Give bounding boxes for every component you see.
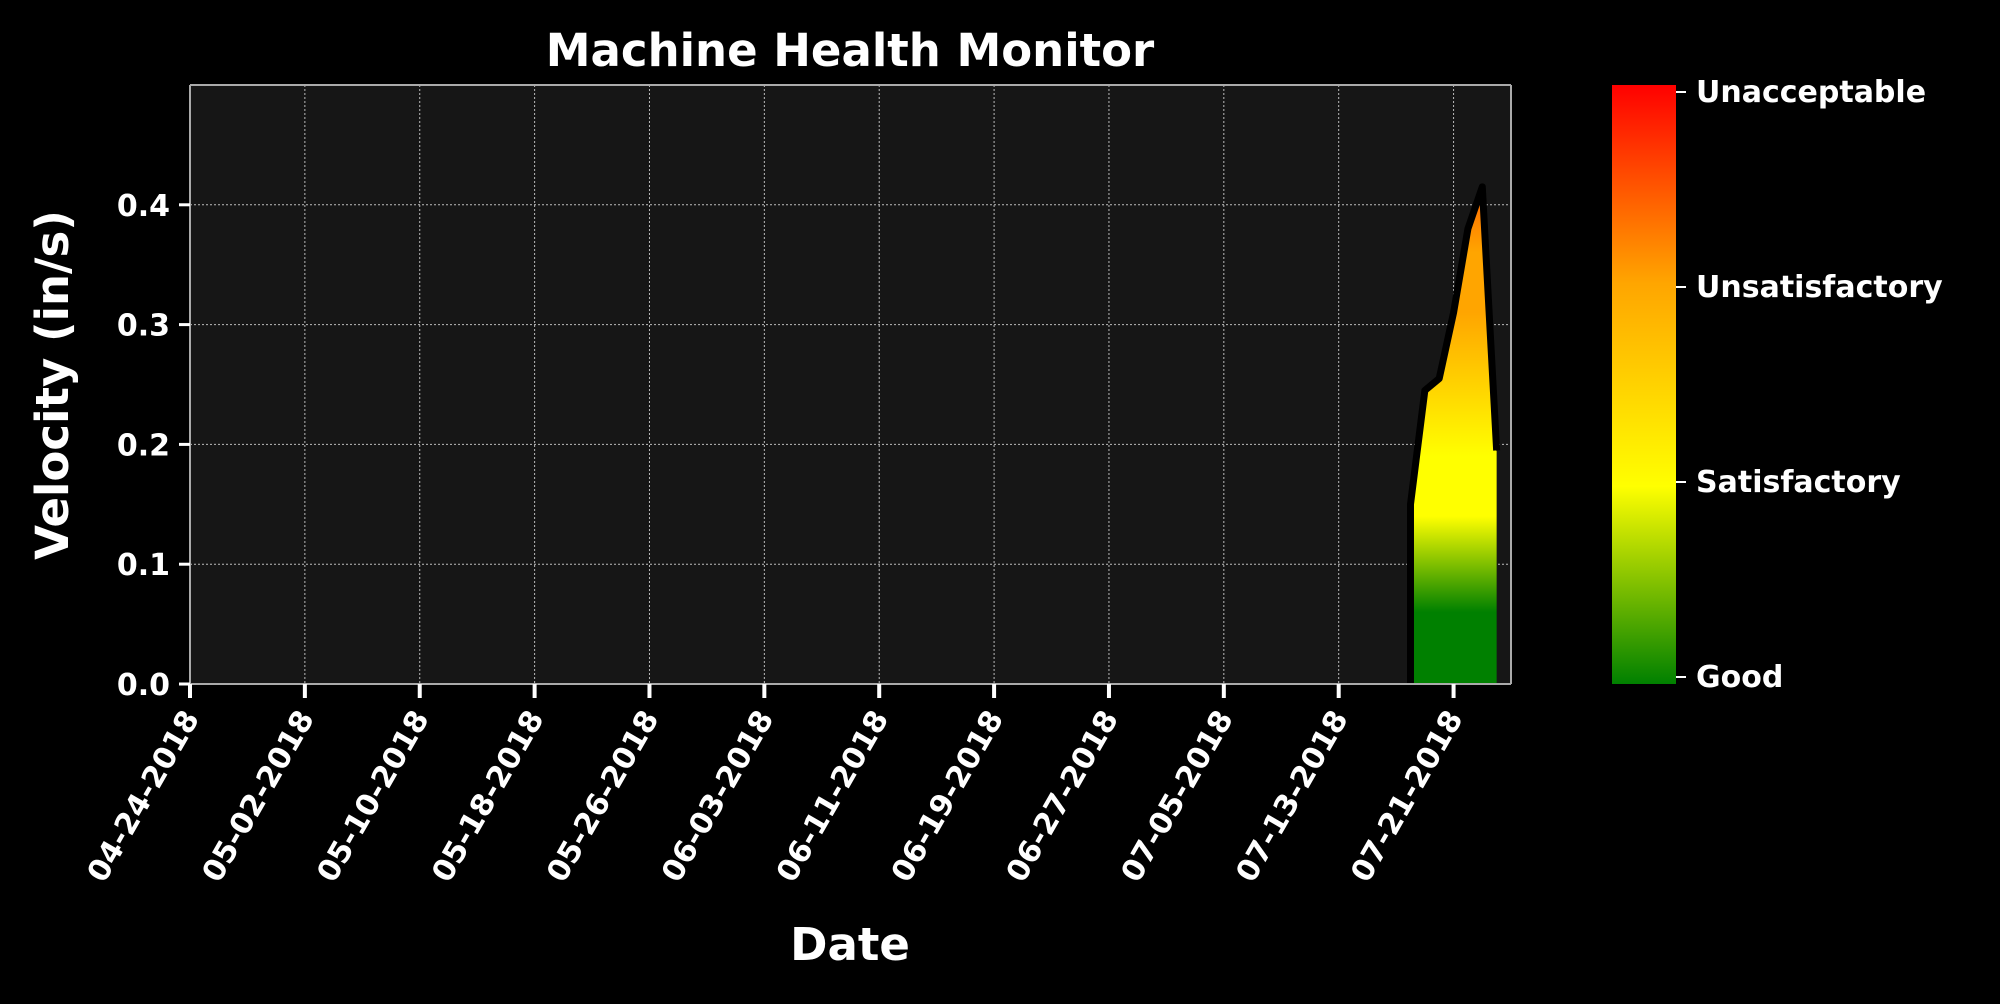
x-tick-label: 04-24-2018 <box>81 705 207 889</box>
x-tick-label: 05-10-2018 <box>310 705 436 889</box>
x-tick-label: 07-21-2018 <box>1344 705 1470 889</box>
x-axis-label: Date <box>790 918 910 971</box>
area-fill <box>1410 186 1497 684</box>
data-point <box>1481 186 1483 188</box>
y-tick-label: 0.2 <box>117 428 170 463</box>
data-point <box>1409 503 1411 505</box>
y-tick-label: 0.0 <box>117 668 170 703</box>
colorbar-label: Unsatisfactory <box>1696 270 1943 305</box>
y-ticks: 0.0 0.1 0.2 0.3 0.4 <box>117 189 190 703</box>
chart-title: Machine Health Monitor <box>546 24 1155 77</box>
data-area <box>1406 183 1501 684</box>
x-tick-label: 06-03-2018 <box>655 705 781 889</box>
y-tick-label: 0.1 <box>117 548 170 583</box>
data-point <box>1496 449 1498 451</box>
x-ticks: 04-24-201805-02-201805-10-201805-18-2018… <box>81 684 1470 889</box>
y-tick-label: 0.3 <box>117 309 170 344</box>
x-tick-label: 06-27-2018 <box>1000 705 1126 889</box>
plot-area <box>190 85 1511 684</box>
x-tick-label: 05-26-2018 <box>540 705 666 889</box>
y-tick-label: 0.4 <box>117 189 170 224</box>
axes <box>189 84 1512 685</box>
x-tick-label: 07-05-2018 <box>1114 705 1240 889</box>
series-line <box>1406 183 1501 684</box>
x-tick-label: 07-13-2018 <box>1229 705 1355 889</box>
colorbar-gradient <box>1612 85 1676 684</box>
data-point <box>1467 228 1469 230</box>
colorbar-label: Satisfactory <box>1696 465 1901 500</box>
x-tick-label: 05-02-2018 <box>196 705 322 889</box>
colorbar-label: Good <box>1696 660 1783 695</box>
data-point <box>1438 378 1440 380</box>
data-point <box>1424 389 1426 391</box>
x-tick-label: 06-19-2018 <box>885 705 1011 889</box>
colorbar: Unacceptable Unsatisfactory Satisfactory Go… <box>1612 75 1943 695</box>
data-point <box>1453 312 1455 314</box>
colorbar-label: Unacceptable <box>1696 75 1926 110</box>
y-axis-label: Velocity (in/s) <box>26 210 79 560</box>
x-tick-label: 05-18-2018 <box>425 705 551 889</box>
x-tick-label: 06-11-2018 <box>770 705 896 889</box>
